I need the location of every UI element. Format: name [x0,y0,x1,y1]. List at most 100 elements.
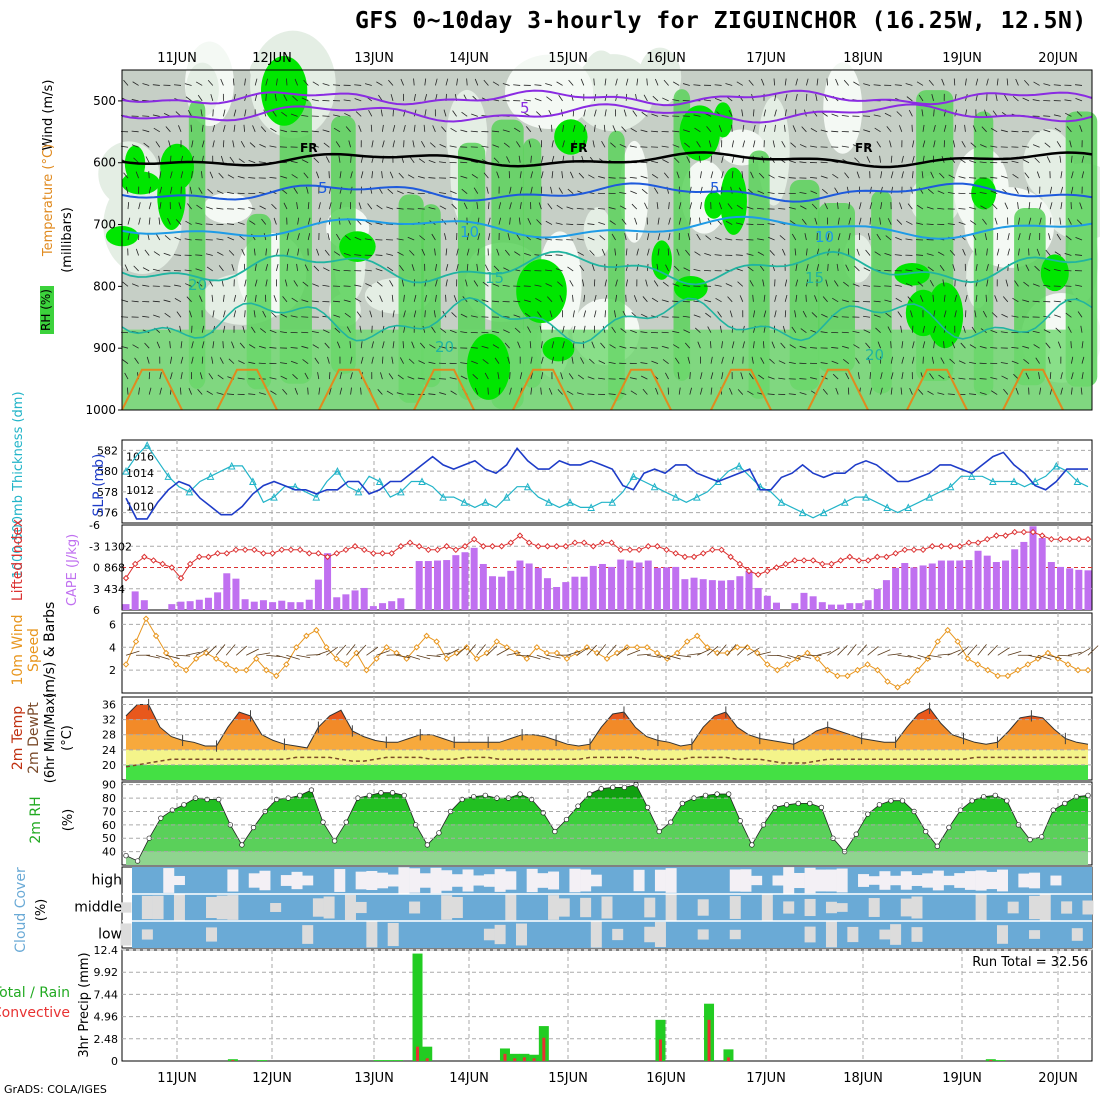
wind-barb [731,356,735,364]
y-axis-label-dewpt: 2m DewPt [26,702,42,774]
wind-barb [440,328,447,334]
wind-barb [1060,372,1063,380]
lifted-index-point [434,546,441,553]
wind-barb [127,387,129,395]
wind-barb [292,95,298,102]
wind-barb [769,250,775,256]
wind-barb [333,268,341,272]
wind-barb [848,233,851,241]
wind-barb [927,390,934,395]
wind-barb [518,217,521,225]
wind-barb [1070,341,1072,349]
wind-barb [315,171,320,179]
wind-barb [138,202,141,210]
wind-barb [1035,357,1040,364]
wind-barb [292,374,298,380]
day-label-bottom: 17JUN [746,1071,786,1086]
thickness-point [333,467,342,475]
wind-speed-point [1084,666,1092,674]
y-tick-label: 28 [102,729,116,742]
rh-point [807,800,813,807]
wind-barb [562,140,565,148]
wind-barb [960,342,966,349]
cloud-cell [580,869,592,892]
wind-barb [778,360,786,364]
day-label-top: 19JUN [942,51,982,66]
wind-barb [737,389,744,395]
wind-barb [159,387,162,395]
wind-speed-point [744,644,751,651]
cloud-cell [815,869,827,892]
cape-bar [882,580,890,610]
wind-barb [375,222,383,225]
surface-wind-barb [235,645,247,656]
wind-barb [863,284,871,287]
wind-barb [355,111,362,117]
wind-barb [551,356,554,364]
wind-barb [577,374,585,380]
surface-wind-barb [726,644,737,656]
wind-barb [1075,237,1083,241]
wind-barb [1055,327,1062,334]
wind-barb [248,160,256,164]
cape-bar [580,576,588,610]
precip-total-bar [995,1060,1006,1061]
wind-barb [1001,375,1008,380]
wind-speed-point [894,684,901,691]
wind-barb [429,344,436,349]
wind-barb [1000,129,1008,133]
precip-total-bar [383,1060,394,1061]
wind-barb [859,217,862,225]
wind-barb [422,325,426,333]
wind-barb [986,248,988,256]
y-tick-label: 40 [102,846,116,859]
cloud-cell [334,869,346,892]
cape-bar [754,587,762,610]
rh-point [1062,800,1068,807]
day-label-top: 16JUN [646,51,686,66]
cape-bar [837,604,845,610]
cape-bar [635,562,643,610]
surface-wind-barb [817,651,832,656]
surface-wind-barb [606,644,617,656]
cloud-cell [355,901,367,914]
wind-barb [704,299,712,303]
cape-bar [791,603,799,610]
wind-barb [350,356,353,364]
wind-barb [958,377,966,380]
run-total-label: Run Total = 32.56 [972,955,1088,970]
cloud-cell [216,895,228,920]
wind-barb [339,372,342,380]
wind-barb [258,161,266,164]
wind-barb [601,248,606,256]
cloud-cell [141,929,153,940]
wind-barb [530,171,533,179]
wind-barb [1015,78,1019,86]
wind-barb [767,376,775,380]
wind-barb [778,176,786,179]
y-tick-label: 580 [97,465,118,478]
y-tick-label: 36 [102,699,116,712]
lifted-index-point [1011,528,1018,536]
cape-bar [809,596,817,610]
wind-barb [524,252,531,256]
wind-barb [634,217,638,225]
lifted-index-point [947,543,954,550]
wind-barb [969,344,977,349]
cloud-cell [152,895,164,920]
wind-barb [845,372,850,380]
wind-barb [682,284,690,287]
wind-barb [784,109,787,117]
cloud-cell [163,868,175,893]
wind-barb [940,357,945,364]
wind-barb [201,341,205,349]
wind-barb [233,124,236,132]
wind-barb [994,217,998,225]
wind-barb [742,341,745,349]
wind-barb [890,341,892,349]
wind-barb [721,356,724,364]
day-label-top: 15JUN [548,51,588,66]
lifted-index-point [562,543,569,550]
y-axis-label-precip: 3hr Precip (mm) [77,952,92,1057]
wind-barb [312,283,319,287]
